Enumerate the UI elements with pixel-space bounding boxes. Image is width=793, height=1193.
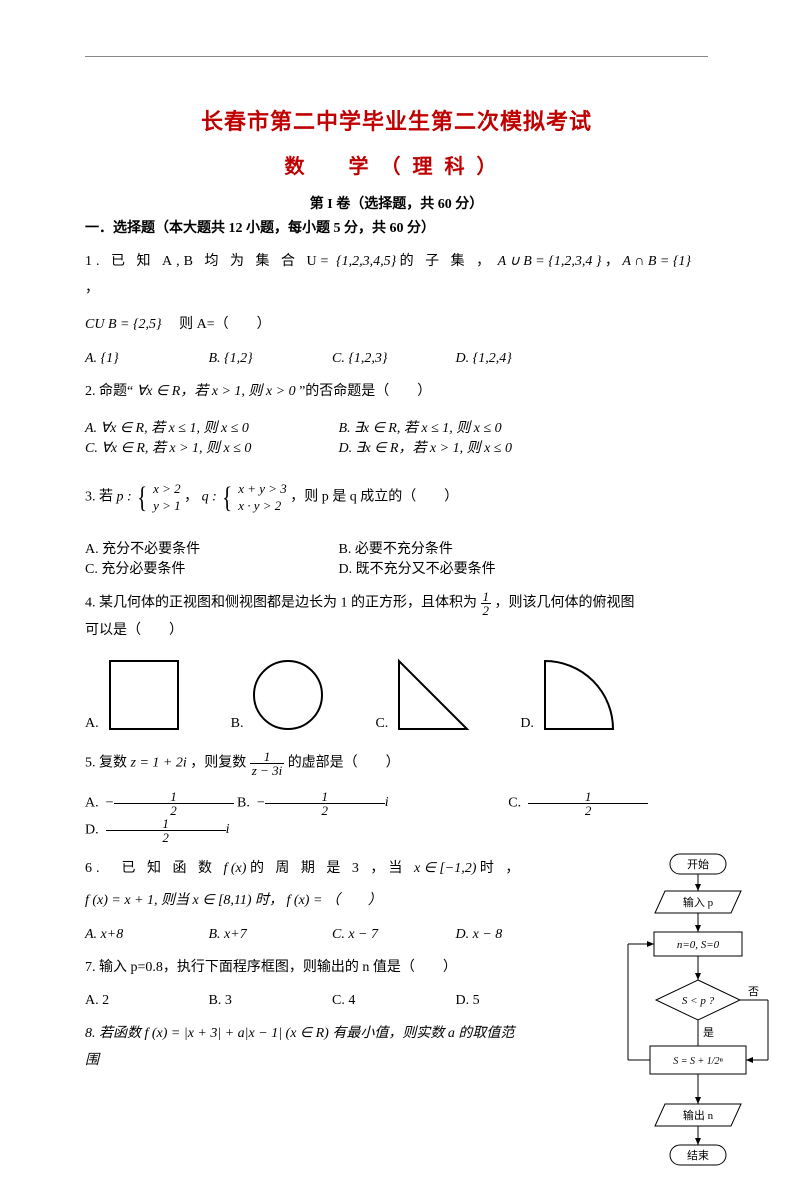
q2-options: A. ∀x ∈ R, 若 x ≤ 1, 则 x ≤ 0 B. ∃x ∈ R, 若… <box>85 417 708 457</box>
q4-opt-d-cell: D. <box>520 658 616 732</box>
q6-text-c: 时 ， <box>480 861 524 876</box>
q5-z: z = 1 + 2i <box>131 756 187 771</box>
q3-q-cases: x + y > 3x · y > 2 <box>238 481 287 515</box>
q1-union: A ∪ B = {1,2,3,4 } <box>498 254 602 269</box>
q2-opt-d: D. ∃x ∈ R，若 x > 1, 则 x ≤ 0 <box>339 437 589 457</box>
q2-prefix: 2. 命题“ <box>85 384 133 399</box>
flow-no-label: 否 <box>748 986 759 998</box>
flow-out-label: 输出 n <box>683 1108 714 1122</box>
q3-opt-a: A. 充分不必要条件 <box>85 538 335 558</box>
flow-yes-label: 是 <box>703 1026 714 1039</box>
q6-line2: f (x) = x + 1, 则当 x ∈ [8,11) 时， f (x) = … <box>85 893 382 908</box>
q1-cub: CU B = {2,5} <box>85 317 162 332</box>
q7-opt-c: C. 4 <box>332 993 452 1009</box>
triangle-icon <box>396 658 470 732</box>
q5-text-b: ，则复数 <box>190 756 250 771</box>
q3-options: A. 充分不必要条件 B. 必要不充分条件 C. 充分必要条件 D. 既不充分又… <box>85 538 708 578</box>
part-label: 第 I 卷（选择题，共 60 分） <box>85 193 708 213</box>
q4-opt-c-cell: C. <box>375 658 470 732</box>
q3-q-label: q : <box>202 490 217 505</box>
header-rule <box>85 56 708 57</box>
q4-label-a: A. <box>85 716 99 732</box>
exam-page: 长春市第二中学毕业生第二次模拟考试 数 学（理科） 第 I 卷（选择题，共 60… <box>0 0 793 1122</box>
q4-label-c: C. <box>375 716 388 732</box>
q6-opt-b: B. x+7 <box>209 927 329 943</box>
q3-p-cases: x > 2y > 1 <box>153 481 181 515</box>
q5-opt-c: C. 12 <box>508 790 648 817</box>
q2-opt-a: A. ∀x ∈ R, 若 x ≤ 1, 则 x ≤ 0 <box>85 417 335 437</box>
q4-label-d: D. <box>520 716 534 732</box>
flow-start-label: 开始 <box>687 857 709 871</box>
q1-options: A. {1} B. {1,2} C. {1,2,3} D. {1,2,4} <box>85 351 708 367</box>
q1-text-b: 的 子 集 ， <box>400 254 495 269</box>
q3-tail: ，则 p 是 q 成立的（ ） <box>290 490 458 505</box>
q6-text-b: 的 周 期 是 3 ，当 <box>250 861 414 876</box>
q5-options: A. −12 B. −12 i C. 12 D. 12 i <box>85 790 708 844</box>
q3-opt-c: C. 充分必要条件 <box>85 558 335 578</box>
circle-icon <box>251 658 325 732</box>
q1-text-a: 1. 已 知 A,B 均 为 集 合 U= <box>85 254 332 269</box>
q2-opt-c: C. ∀x ∈ R, 若 x > 1, 则 x ≤ 0 <box>85 437 335 457</box>
q1-inter: A ∩ B = {1} <box>622 254 691 269</box>
q3-p-label: p : <box>117 490 132 505</box>
q1-opt-c: C. {1,2,3} <box>332 351 452 367</box>
q3-opt-b: B. 必要不充分条件 <box>339 538 589 558</box>
question-2: 2. 命题“ ∀x ∈ R，若 x > 1, 则 x > 0 ”的否命题是（ ） <box>85 379 708 406</box>
q3-opt-d: D. 既不充分又不必要条件 <box>339 558 589 578</box>
flow-init-label: n=0, S=0 <box>677 939 720 951</box>
brace-icon: { <box>222 469 232 526</box>
q6-opt-c: C. x − 7 <box>332 927 452 943</box>
q6-opt-a: A. x+8 <box>85 927 205 943</box>
square-icon <box>107 658 181 732</box>
q7-opt-b: B. 3 <box>209 993 329 1009</box>
q4-text-b: ，则该几何体的俯视图 <box>495 596 635 611</box>
flowchart-figure: 开始 输入 p n=0, S=0 S < p ? S = S + 1/2ⁿ 输出… <box>613 850 783 1193</box>
q1-tail: 则 A=（ ） <box>165 317 271 332</box>
brace-icon: { <box>137 469 147 526</box>
q5-frac: 1z − 3i <box>250 750 284 777</box>
q6-fx: f (x) <box>224 861 247 876</box>
q1-opt-a: A. {1} <box>85 351 205 367</box>
q4-frac: 12 <box>481 590 492 617</box>
q2-opt-b: B. ∃x ∈ R, 若 x ≤ 1, 则 x ≤ 0 <box>339 417 589 437</box>
q1-set-u: {1,2,3,4,5} <box>336 254 396 269</box>
q6-opt-d: D. x − 8 <box>456 927 576 943</box>
flow-upd-label: S = S + 1/2ⁿ <box>673 1056 723 1067</box>
q1-opt-d: D. {1,2,4} <box>456 351 576 367</box>
q4-text-a: 4. 某几何体的正视图和侧视图都是边长为 1 的正方形，且体积为 <box>85 596 481 611</box>
q2-pred: ∀x ∈ R，若 x > 1, 则 x > 0 <box>137 384 296 399</box>
q8-text: 8. 若函数 f (x) = |x + 3| + a|x − 1| (x ∈ R… <box>85 1026 514 1068</box>
section-1-heading: 一．选择题（本大题共 12 小题，每小题 5 分，共 60 分） <box>85 217 708 237</box>
q4-label-b: B. <box>231 716 244 732</box>
flowchart-svg: 开始 输入 p n=0, S=0 S < p ? S = S + 1/2ⁿ 输出… <box>613 850 783 1190</box>
flow-input-label: 输入 p <box>683 895 714 909</box>
q6-text-a: 6. 已 知 函 数 <box>85 861 224 876</box>
q7-opt-d: D. 5 <box>456 993 576 1009</box>
q7-opt-a: A. 2 <box>85 993 205 1009</box>
q6-dom1: x ∈ [−1,2) <box>414 861 476 876</box>
q4-opt-a-cell: A. <box>85 658 181 732</box>
q5-opt-b: B. −12 i <box>237 790 505 817</box>
q5-text-c: 的虚部是（ ） <box>288 756 400 771</box>
quarter-circle-icon <box>542 658 616 732</box>
q4-opt-b-cell: B. <box>231 658 326 732</box>
q3-mid: ， <box>184 490 198 505</box>
q5-opt-d: D. 12 i <box>85 817 346 844</box>
q5-text-a: 5. 复数 <box>85 756 131 771</box>
flow-cond-label: S < p ? <box>682 995 715 1007</box>
q4-text-c: 可以是（ ） <box>85 623 183 638</box>
q2-suffix: ”的否命题是（ ） <box>299 384 431 399</box>
q7-text: 7. 输入 p=0.8，执行下面程序框图，则输出的 n 值是（ ） <box>85 960 457 975</box>
exam-title-1: 长春市第二中学毕业生第二次模拟考试 <box>85 104 708 136</box>
question-4: 4. 某几何体的正视图和侧视图都是边长为 1 的正方形，且体积为 12 ，则该几… <box>85 590 708 644</box>
flow-end-label: 结束 <box>687 1149 709 1162</box>
q5-opt-a: A. −12 <box>85 790 234 817</box>
question-1: 1. 已 知 A,B 均 为 集 合 U= {1,2,3,4,5} 的 子 集 … <box>85 249 708 339</box>
q4-shape-row: A. B. C. D. <box>85 656 708 738</box>
q3-prefix: 3. 若 <box>85 490 117 505</box>
q1-opt-b: B. {1,2} <box>209 351 329 367</box>
exam-title-2: 数 学（理科） <box>85 150 708 179</box>
question-3: 3. 若 p : { x > 2y > 1 ， q : { x + y > 3x… <box>85 469 708 526</box>
question-5: 5. 复数 z = 1 + 2i ，则复数 1z − 3i 的虚部是（ ） <box>85 750 708 777</box>
